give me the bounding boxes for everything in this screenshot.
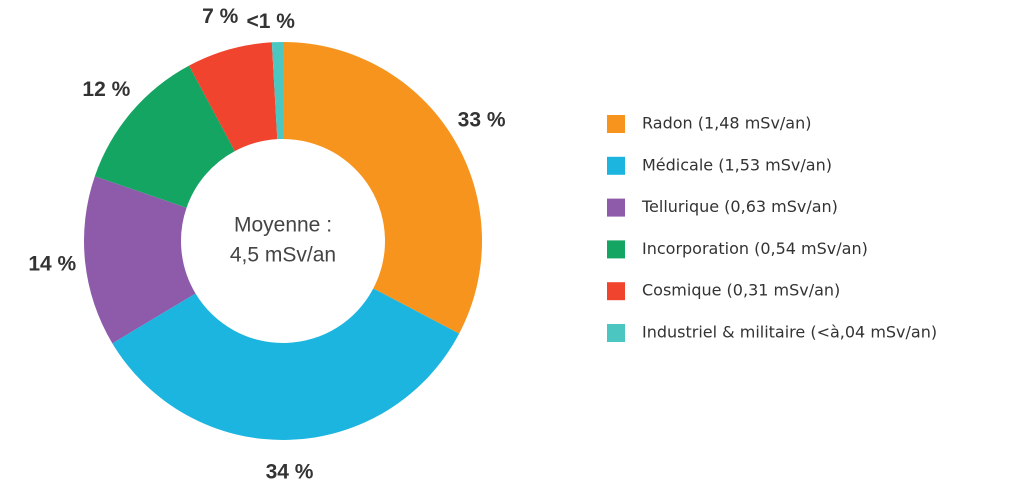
legend-label: Médicale (1,53 mSv/an) xyxy=(642,155,832,174)
data-label: 12 % xyxy=(82,78,130,101)
data-label: 14 % xyxy=(28,253,76,276)
legend-label: Radon (1,48 mSv/an) xyxy=(642,114,811,133)
slice xyxy=(112,288,460,441)
legend-label: Tellurique (0,63 mSv/an) xyxy=(641,197,838,216)
legend-swatch xyxy=(607,156,625,175)
data-label: <1 % xyxy=(247,10,296,33)
legend-swatch xyxy=(607,282,625,301)
legend-swatch xyxy=(607,198,625,217)
legend-label: Incorporation (0,54 mSv/an) xyxy=(642,239,868,258)
slice xyxy=(271,42,283,140)
data-label: 33 % xyxy=(458,109,506,132)
data-label: 7 % xyxy=(202,5,239,28)
slice xyxy=(283,42,483,334)
legend-label: Industriel & militaire (<à,04 mSv/an) xyxy=(642,323,937,342)
slice xyxy=(94,65,235,208)
data-label: 34 % xyxy=(266,460,314,483)
center-label: Moyenne : xyxy=(234,214,332,237)
slice xyxy=(84,176,196,344)
center-label: 4,5 mSv/an xyxy=(230,244,336,267)
slice xyxy=(189,42,278,152)
legend-label: Cosmique (0,31 mSv/an) xyxy=(642,281,840,300)
legend-swatch xyxy=(607,115,625,133)
legend-swatch xyxy=(607,240,625,259)
legend-swatch xyxy=(607,324,625,342)
